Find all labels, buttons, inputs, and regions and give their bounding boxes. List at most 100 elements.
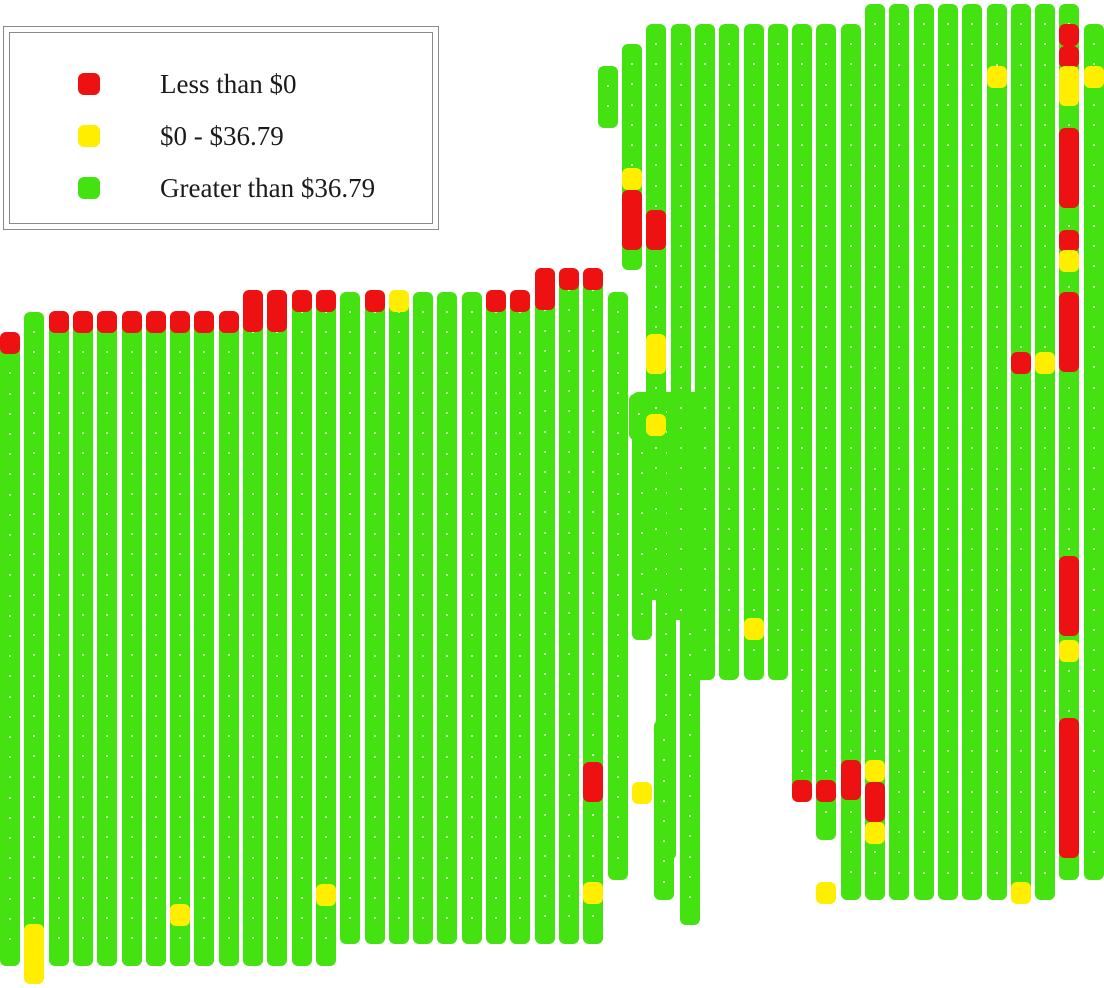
plot-divider bbox=[679, 588, 682, 591]
plot-divider bbox=[616, 695, 619, 697]
plot-divider bbox=[276, 493, 279, 495]
plot-divider bbox=[276, 614, 279, 617]
plot-divider bbox=[33, 371, 36, 374]
plot-divider bbox=[679, 204, 682, 207]
plot-divider bbox=[154, 836, 157, 839]
plot-divider bbox=[567, 370, 570, 372]
plot-divider bbox=[825, 164, 828, 167]
plot-divider bbox=[898, 124, 901, 127]
low-profit-plot bbox=[743, 618, 764, 640]
plot-divider bbox=[300, 715, 303, 718]
plot-column bbox=[646, 24, 667, 600]
plot-divider bbox=[446, 876, 449, 879]
plot-divider bbox=[106, 432, 109, 435]
low-profit-plot bbox=[646, 414, 667, 436]
plot-divider bbox=[397, 755, 400, 758]
plot-divider bbox=[397, 392, 400, 394]
plot-divider bbox=[728, 467, 731, 470]
plot-divider bbox=[971, 629, 974, 632]
plot-divider bbox=[227, 634, 230, 637]
plot-divider bbox=[703, 427, 706, 429]
plot-divider bbox=[349, 614, 352, 617]
plot-divider bbox=[33, 391, 36, 394]
plot-column bbox=[0, 333, 20, 966]
plot-divider bbox=[849, 588, 852, 591]
plot-divider bbox=[179, 715, 182, 717]
plot-divider bbox=[971, 811, 974, 813]
plot-divider bbox=[1068, 508, 1071, 510]
plot-divider bbox=[203, 614, 206, 616]
plot-divider bbox=[422, 573, 425, 576]
plot-divider bbox=[1068, 669, 1071, 672]
plot-divider bbox=[825, 447, 828, 450]
plot-divider bbox=[543, 875, 546, 877]
plot-divider bbox=[81, 533, 84, 536]
plot-divider bbox=[519, 755, 522, 758]
plot-divider bbox=[349, 331, 352, 334]
plot-divider bbox=[203, 755, 206, 758]
plot-divider bbox=[373, 856, 376, 859]
plot-divider bbox=[179, 553, 182, 556]
plot-divider bbox=[324, 573, 327, 576]
plot-divider bbox=[33, 795, 36, 798]
plot-divider bbox=[825, 649, 828, 652]
plot-divider bbox=[567, 794, 570, 797]
low-profit-plot bbox=[865, 822, 886, 844]
plot-divider bbox=[495, 634, 497, 637]
plot-divider bbox=[567, 450, 570, 453]
plot-divider bbox=[470, 856, 473, 859]
plot-divider bbox=[446, 392, 449, 394]
plot-divider bbox=[373, 331, 376, 334]
plot-divider bbox=[373, 695, 376, 697]
low-profit-plot bbox=[388, 290, 409, 312]
plot-divider bbox=[519, 634, 522, 637]
plot-divider bbox=[349, 775, 352, 778]
plot-divider bbox=[995, 851, 998, 854]
plot-divider bbox=[592, 673, 595, 675]
plot-divider bbox=[946, 588, 949, 591]
plot-divider bbox=[679, 467, 682, 470]
plot-column bbox=[816, 24, 837, 840]
plot-divider bbox=[57, 896, 60, 899]
low-profit-plot bbox=[631, 782, 652, 804]
plot-divider bbox=[801, 447, 804, 450]
plot-divider bbox=[300, 412, 303, 415]
plot-divider bbox=[106, 654, 109, 657]
plot-divider bbox=[689, 633, 692, 636]
plot-divider bbox=[446, 412, 449, 415]
plot-divider bbox=[874, 43, 877, 46]
plot-divider bbox=[57, 391, 60, 394]
plot-divider bbox=[971, 871, 974, 874]
plot-divider bbox=[703, 245, 706, 248]
loss-plot bbox=[1059, 24, 1080, 46]
plot-divider bbox=[57, 694, 60, 697]
low-profit-plot bbox=[622, 168, 643, 190]
plot-divider bbox=[179, 795, 182, 798]
plot-divider bbox=[946, 23, 949, 26]
plot-divider bbox=[592, 713, 595, 716]
plot-divider bbox=[349, 796, 352, 798]
plot-divider bbox=[495, 351, 497, 354]
plot-divider bbox=[655, 184, 658, 187]
plot-divider bbox=[898, 326, 901, 329]
plot-divider bbox=[130, 735, 133, 738]
plot-divider bbox=[801, 770, 804, 773]
plot-divider bbox=[995, 487, 998, 490]
plot-divider bbox=[57, 795, 60, 798]
plot-divider bbox=[849, 487, 852, 490]
plot-divider bbox=[470, 654, 473, 657]
plot-divider bbox=[495, 674, 497, 677]
plot-divider bbox=[1092, 588, 1095, 591]
plot-divider bbox=[995, 730, 998, 733]
plot-divider bbox=[728, 63, 731, 66]
plot-divider bbox=[130, 412, 133, 414]
plot-divider bbox=[922, 63, 925, 66]
plot-divider bbox=[752, 164, 755, 167]
plot-divider bbox=[57, 432, 60, 435]
plot-divider bbox=[252, 937, 254, 940]
plot-divider bbox=[252, 573, 254, 576]
plot-divider bbox=[776, 386, 779, 389]
plot-divider bbox=[801, 164, 804, 167]
plot-divider bbox=[946, 528, 949, 531]
plot-divider bbox=[567, 511, 570, 514]
